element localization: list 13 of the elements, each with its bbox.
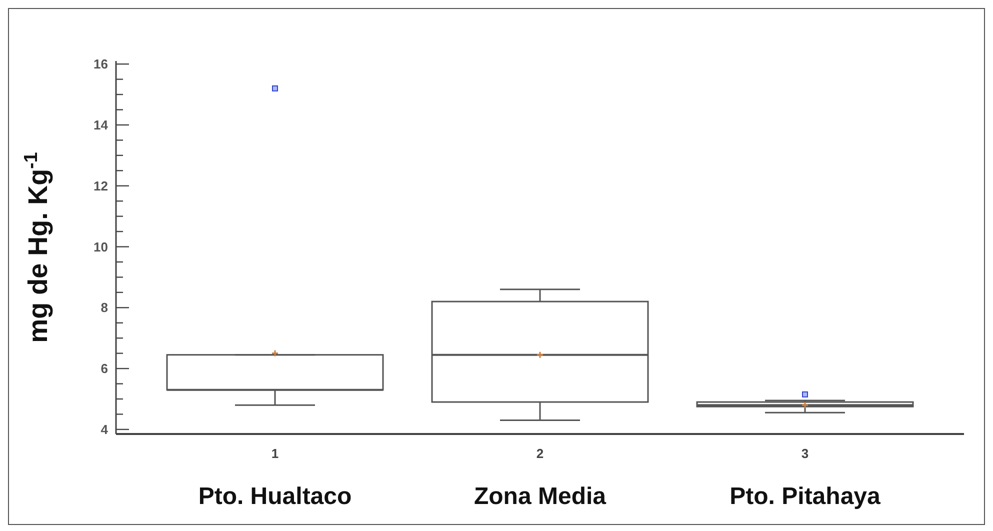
x-tick-label: 3 [801,446,809,461]
text: Pto. Pitahaya [730,483,882,510]
y-tick-label: 10 [94,239,108,254]
y-tick-label: 16 [94,56,108,72]
y-tick-label: 14 [94,117,109,132]
y-tick-label: 8 [100,300,108,316]
y-tick-label: 6 [100,361,108,376]
text: Zona Media [474,483,607,510]
x-tick-label: 2 [536,446,544,461]
y-tick-label: 12 [94,178,108,194]
y-tick-label: 4 [100,422,109,437]
x-tick-label: 1 [271,446,279,461]
text: Pto. Hualtaco [198,483,352,510]
